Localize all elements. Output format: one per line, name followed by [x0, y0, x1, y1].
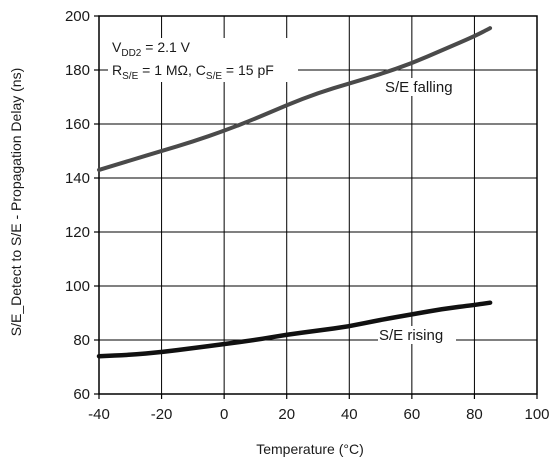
- x-tick-label: 80: [466, 406, 483, 423]
- y-tick-label: 120: [65, 224, 90, 241]
- condition-vdd2: VDD2 = 2.1 V: [112, 39, 191, 59]
- series-line-falling: [97, 26, 493, 172]
- conditions-annotation: VDD2 = 2.1 V RS/E = 1 MΩ, CS/E = 15 pF: [108, 38, 298, 82]
- x-axis-title: Temperature (°C): [256, 441, 364, 457]
- series-falling-label-background: [383, 78, 469, 96]
- cse-value: = 15 pF: [222, 62, 274, 78]
- series-rising-label-background: [378, 326, 456, 344]
- conditions-background: [108, 38, 298, 82]
- y-tick-labels: 60 80 100 120 140 160 180 200: [65, 8, 90, 403]
- y-tick-label: 160: [65, 116, 90, 133]
- plot-frame: [98, 15, 538, 395]
- x-tick-label: 40: [341, 406, 358, 423]
- x-tick-label: 100: [524, 406, 549, 423]
- series-label-falling: S/E falling: [385, 79, 453, 96]
- vdd2-value: = 2.1 V: [141, 39, 190, 55]
- x-tick-labels: -40 -20 0 20 40 60 80 100: [88, 406, 549, 423]
- cse-subscript: S/E: [206, 71, 222, 82]
- y-axis-title: S/E_Detect to S/E - Propagation Delay (n…: [8, 68, 24, 336]
- series-line-rising: [96, 300, 493, 359]
- ticks: [94, 15, 538, 399]
- condition-rse-cse: RS/E = 1 MΩ, CS/E = 15 pF: [112, 62, 274, 82]
- x-tick-label: 20: [278, 406, 295, 423]
- rse-symbol: R: [112, 62, 122, 78]
- cse-symbol: C: [196, 62, 206, 78]
- y-tick-label: 180: [65, 62, 90, 79]
- series-label-rising: S/E rising: [379, 327, 443, 344]
- y-tick-label: 80: [73, 332, 90, 349]
- y-tick-label: 200: [65, 8, 90, 25]
- y-tick-label: 60: [73, 386, 90, 403]
- vdd2-symbol: V: [112, 39, 122, 55]
- x-tick-label: -40: [88, 406, 110, 423]
- vdd2-subscript: DD2: [121, 48, 141, 59]
- x-tick-label: 60: [404, 406, 421, 423]
- series-group: [96, 26, 493, 359]
- rse-subscript: S/E: [122, 71, 138, 82]
- y-tick-label: 100: [65, 278, 90, 295]
- x-tick-label: 0: [220, 406, 228, 423]
- x-tick-label: -20: [151, 406, 173, 423]
- rse-value: = 1 MΩ,: [138, 62, 196, 78]
- y-tick-label: 140: [65, 170, 90, 187]
